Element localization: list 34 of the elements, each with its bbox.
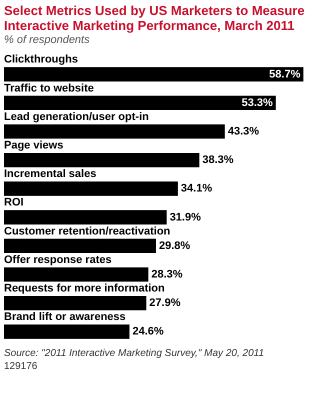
bar <box>4 238 156 254</box>
y-tick-label: Clickthroughs <box>4 54 78 66</box>
y-tick-label: Customer retention/reactivation <box>4 225 171 238</box>
bar <box>4 324 130 339</box>
bar <box>4 67 304 82</box>
data-label: 24.6% <box>132 326 164 338</box>
data-label: 38.3% <box>202 154 234 166</box>
data-label: 34.1% <box>180 182 212 195</box>
y-tick-label: Brand lift or awareness <box>4 311 126 324</box>
data-label: 53.3% <box>242 96 274 109</box>
data-label: 27.9% <box>149 297 181 310</box>
source-note: Source: "2011 Interactive Marketing Survey," May 20, 2011 <box>4 348 266 359</box>
bar <box>4 182 178 196</box>
y-tick-label: Incremental sales <box>4 168 96 180</box>
y-tick-label: Offer response rates <box>4 254 112 266</box>
data-label: 58.7% <box>269 68 301 80</box>
bar <box>4 296 146 310</box>
data-label: 31.9% <box>170 211 202 224</box>
data-label: 43.3% <box>228 126 260 138</box>
y-tick-label: Lead generation/user opt-in <box>4 110 150 123</box>
bar <box>4 267 148 282</box>
bar <box>4 124 225 139</box>
text: 129176 <box>4 361 38 372</box>
chart-title: Select Metrics Used by US Marketers to Measure Interactive Marketing Performance, March 2011 <box>3 2 306 33</box>
bar <box>4 152 200 168</box>
bar <box>4 96 276 110</box>
chart-subtitle: % of respondents <box>3 33 91 46</box>
bar <box>4 210 167 224</box>
y-tick-label: Requests for more information <box>4 282 166 294</box>
y-tick-label: Page views <box>4 139 64 152</box>
data-label: 28.3% <box>151 268 183 281</box>
y-tick-label: ROI <box>4 196 24 209</box>
data-label: 29.8% <box>158 240 190 252</box>
y-tick-label: Traffic to website <box>4 82 94 94</box>
